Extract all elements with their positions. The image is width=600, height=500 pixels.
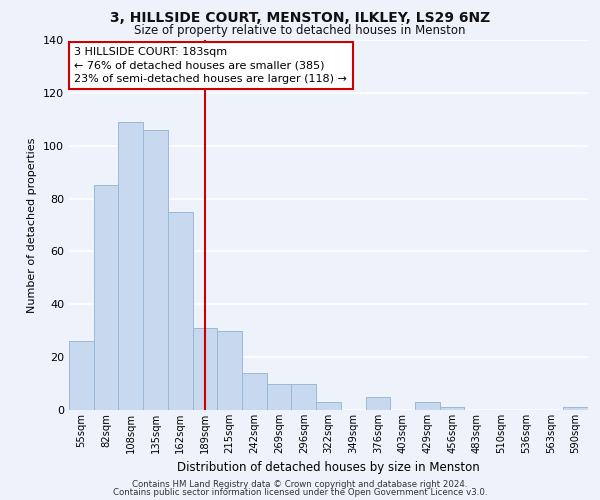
Text: Contains public sector information licensed under the Open Government Licence v3: Contains public sector information licen…	[113, 488, 487, 497]
Text: 3 HILLSIDE COURT: 183sqm
← 76% of detached houses are smaller (385)
23% of semi-: 3 HILLSIDE COURT: 183sqm ← 76% of detach…	[74, 48, 347, 84]
Bar	[217, 330, 242, 410]
Bar	[242, 373, 267, 410]
Bar	[267, 384, 292, 410]
Bar	[365, 397, 390, 410]
Y-axis label: Number of detached properties: Number of detached properties	[28, 138, 37, 312]
Bar	[440, 408, 464, 410]
Bar	[292, 384, 316, 410]
X-axis label: Distribution of detached houses by size in Menston: Distribution of detached houses by size …	[177, 462, 480, 474]
Bar	[193, 328, 217, 410]
Text: 3, HILLSIDE COURT, MENSTON, ILKLEY, LS29 6NZ: 3, HILLSIDE COURT, MENSTON, ILKLEY, LS29…	[110, 11, 490, 25]
Bar	[94, 186, 118, 410]
Text: Contains HM Land Registry data © Crown copyright and database right 2024.: Contains HM Land Registry data © Crown c…	[132, 480, 468, 489]
Text: Size of property relative to detached houses in Menston: Size of property relative to detached ho…	[134, 24, 466, 37]
Bar	[316, 402, 341, 410]
Bar	[69, 342, 94, 410]
Bar	[563, 408, 588, 410]
Bar	[118, 122, 143, 410]
Bar	[168, 212, 193, 410]
Bar	[143, 130, 168, 410]
Bar	[415, 402, 440, 410]
